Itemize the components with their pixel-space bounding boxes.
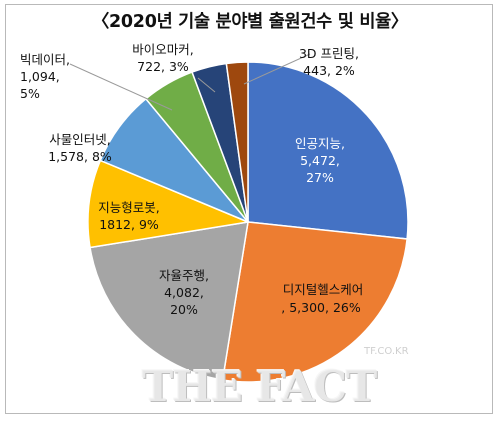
leader-line-3d-printing (243, 53, 311, 85)
label-intelligent-robot: 지능형로봇, 1812, 9% (98, 200, 160, 232)
pie-slice-autonomous-driving (89, 221, 249, 381)
label-big-data: 빅데이터, 1,094, 5% (20, 52, 70, 101)
label-digital-healthcare-heading: 디지털헬스케어 (282, 282, 364, 297)
label-3d-printing: 3D 프린팅, 443, 2% (298, 46, 360, 78)
pie-slice-digital-healthcare (221, 221, 408, 383)
pie-slice-3d-printing (225, 61, 249, 223)
leader-line-biomarker (197, 77, 216, 93)
label-biomarker: 바이오마커, 722, 3% (132, 42, 194, 74)
label-digital-healthcare: , 5,300, 26% (281, 300, 361, 315)
label-autonomous-driving: 자율주행, 4,082, 20% (159, 268, 209, 317)
label-iot: 사물인터넷, 1,578, 8% (48, 132, 112, 164)
watermark-url: TF.CO.KR (364, 346, 409, 357)
pie-slice-ai (247, 61, 409, 240)
chart-title: 〈2020년 기술 분야별 출원건수 및 비율〉 (91, 12, 409, 32)
label-ai: 인공지능, 5,472, 27% (295, 136, 345, 185)
watermark-logo: THE FACT (142, 362, 377, 411)
leader-line-big-data (69, 63, 173, 111)
pie-slice-intelligent-robot (87, 159, 251, 249)
